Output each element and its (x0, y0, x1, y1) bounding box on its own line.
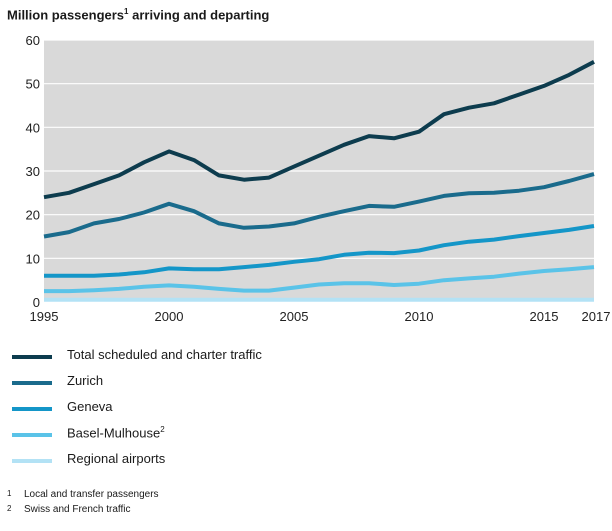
series-line-geneva (44, 224, 595, 278)
footnotes: 1 Local and transfer passengers 2 Swiss an… (7, 489, 159, 519)
chart-title: Million passengers1 arriving and departi… (7, 7, 269, 22)
x-tick-label-1995: 1995 (30, 309, 59, 324)
series-line-basel-mulhouse (44, 265, 595, 294)
legend-swatch-total (12, 355, 52, 359)
legend-swatch-zurich (12, 381, 52, 385)
series-line-total-scheduled-and-charter-traffic (43, 60, 595, 200)
legend-swatch-basel (12, 433, 52, 437)
footnote-2-text: Swiss and French traffic (24, 504, 131, 515)
y-tick-label-50: 50 (26, 77, 40, 92)
series-line-zurich (43, 172, 595, 239)
legend-label-regional: Regional airports (67, 451, 166, 466)
legend-swatch-regional (12, 459, 52, 463)
chart-title-rest: arriving and departing (128, 7, 270, 23)
line-chart: 0 10 20 30 40 50 60 1995 2000 2005 2010 2015 2017 (26, 33, 611, 324)
y-tick-label-40: 40 (26, 120, 40, 135)
x-tick-label-2017: 2017 (582, 309, 611, 324)
legend-label-total: Total scheduled and charter traffic (67, 347, 262, 362)
legend-label-zurich: Zurich (67, 373, 104, 388)
footnote-2-mark: 2 (7, 504, 12, 513)
footnote-marker-2: 2 (160, 425, 165, 434)
footnote-marker-1: 1 (124, 7, 129, 16)
y-tick-label-20: 20 (26, 208, 40, 223)
legend-swatch-geneva (12, 407, 52, 411)
y-tick-label-0: 0 (33, 295, 40, 310)
y-axis: 0 10 20 30 40 50 60 (26, 33, 40, 310)
y-tick-label-60: 60 (26, 33, 40, 48)
x-tick-label-2010: 2010 (405, 309, 434, 324)
chart-title-main: Million passengers (7, 7, 125, 23)
x-tick-label-2015: 2015 (530, 309, 559, 324)
footnote-1-text: Local and transfer passengers (24, 489, 159, 500)
y-tick-label-10: 10 (26, 251, 40, 266)
y-tick-label-30: 30 (26, 164, 40, 179)
legend-label-basel: Basel-Mulhouse2 (67, 425, 165, 440)
series-lines (43, 60, 595, 302)
footnote-1-mark: 1 (7, 489, 12, 498)
x-tick-label-2005: 2005 (280, 309, 309, 324)
x-axis: 1995 2000 2005 2010 2015 2017 (30, 309, 611, 324)
legend-label-basel-text: Basel-Mulhouse (67, 425, 161, 441)
footnote-2: 2 Swiss and French traffic (7, 504, 159, 519)
x-tick-label-2000: 2000 (155, 309, 184, 324)
footnote-1: 1 Local and transfer passengers (7, 489, 159, 504)
legend-label-geneva: Geneva (67, 399, 113, 414)
